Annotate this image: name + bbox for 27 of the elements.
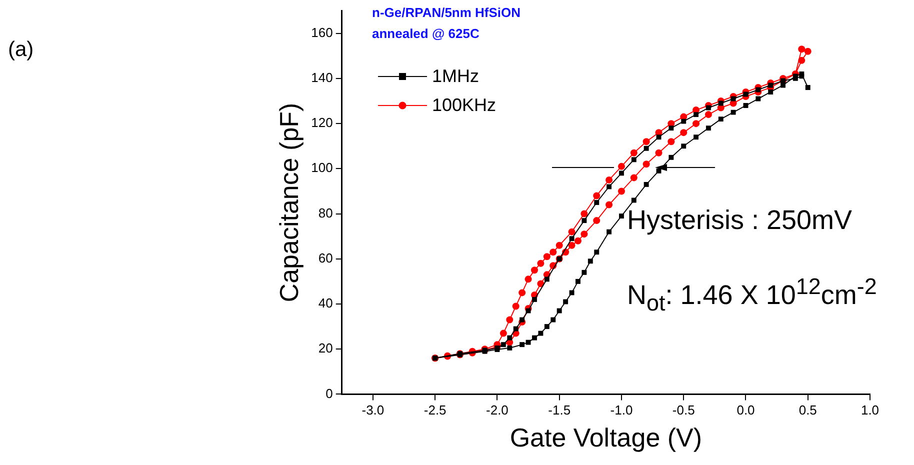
y-tick-label: 100 [311, 160, 333, 176]
y-tick-label: 120 [311, 115, 333, 130]
x-tick-label: -0.5 [672, 402, 695, 418]
x-tick-label: -2.5 [424, 402, 446, 418]
y-tick-label: 0 [326, 386, 333, 401]
annotation: N$_{ot}$: 1.46 X 10$^{12}$cm$^{-2}$ [627, 274, 877, 316]
annotation: annealed @ 625C [372, 26, 480, 42]
legend-label: 100KHz [432, 95, 496, 116]
annotation: Hysterisis : 250mV [627, 205, 852, 236]
annotation: n-Ge/RPAN/5nm HfSiON [372, 5, 521, 20]
x-tick-label: 0.0 [736, 402, 755, 418]
x-tick-label: 0.5 [798, 402, 817, 418]
legend-label: 1MHz [432, 66, 480, 87]
x-tick-label: -1.0 [610, 402, 633, 418]
y-tick-label: 60 [318, 250, 333, 266]
y-tick-label: 160 [311, 24, 333, 40]
y-tick-label: 140 [311, 70, 333, 86]
y-tick-label: 80 [318, 205, 333, 220]
y-tick-label: 40 [318, 296, 333, 311]
y-axis-title: Capacitance (pF) [274, 102, 304, 302]
x-tick-label: -1.5 [548, 402, 571, 418]
x-axis-title: Gate Voltage (V) [510, 422, 702, 453]
x-tick-label: -3.0 [362, 402, 384, 418]
y-tick-label: 20 [318, 340, 333, 356]
x-tick-label: 1.0 [860, 402, 880, 418]
x-tick-label: -2.0 [486, 402, 508, 418]
text: (a) [8, 38, 34, 62]
